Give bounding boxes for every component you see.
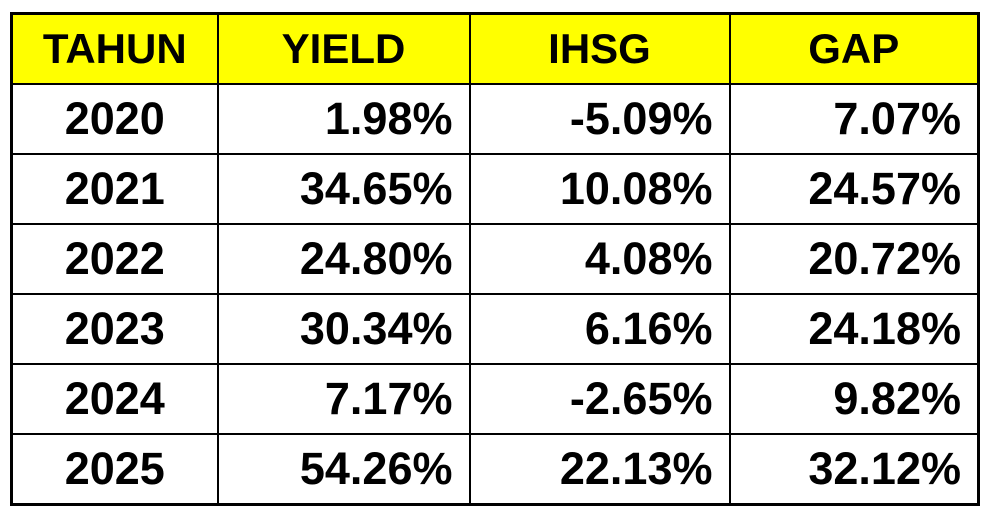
cell-gap: 9.82% — [728, 363, 980, 435]
header-cell-ihsg: IHSG — [468, 12, 731, 85]
table-row: 2021 34.65% 10.08% 24.57% — [10, 153, 980, 225]
cell-yield: 54.26% — [216, 433, 471, 506]
cell-tahun: 2020 — [10, 83, 219, 155]
table-row: 2020 1.98% -5.09% 7.07% — [10, 83, 980, 155]
cell-ihsg: -5.09% — [468, 83, 731, 155]
cell-yield: 24.80% — [216, 223, 471, 295]
returns-table: TAHUN YIELD IHSG GAP 2020 1.98% -5.09% 7… — [10, 12, 980, 506]
cell-gap: 24.18% — [728, 293, 980, 365]
table-row: 2024 7.17% -2.65% 9.82% — [10, 363, 980, 435]
cell-ihsg: -2.65% — [468, 363, 731, 435]
cell-yield: 34.65% — [216, 153, 471, 225]
cell-tahun: 2024 — [10, 363, 219, 435]
cell-ihsg: 4.08% — [468, 223, 731, 295]
cell-ihsg: 22.13% — [468, 433, 731, 506]
header-cell-tahun: TAHUN — [10, 12, 219, 85]
table-row: 2023 30.34% 6.16% 24.18% — [10, 293, 980, 365]
header-cell-yield: YIELD — [216, 12, 471, 85]
cell-gap: 20.72% — [728, 223, 980, 295]
header-cell-gap: GAP — [728, 12, 980, 85]
cell-yield: 30.34% — [216, 293, 471, 365]
cell-gap: 24.57% — [728, 153, 980, 225]
cell-yield: 7.17% — [216, 363, 471, 435]
cell-yield: 1.98% — [216, 83, 471, 155]
cell-ihsg: 10.08% — [468, 153, 731, 225]
table-row: 2025 54.26% 22.13% 32.12% — [10, 433, 980, 506]
cell-gap: 32.12% — [728, 433, 980, 506]
table-body: 2020 1.98% -5.09% 7.07% 2021 34.65% 10.0… — [10, 83, 980, 506]
cell-ihsg: 6.16% — [468, 293, 731, 365]
cell-gap: 7.07% — [728, 83, 980, 155]
cell-tahun: 2025 — [10, 433, 219, 506]
table-row: 2022 24.80% 4.08% 20.72% — [10, 223, 980, 295]
cell-tahun: 2021 — [10, 153, 219, 225]
cell-tahun: 2023 — [10, 293, 219, 365]
cell-tahun: 2022 — [10, 223, 219, 295]
table-header-row: TAHUN YIELD IHSG GAP — [10, 12, 980, 85]
